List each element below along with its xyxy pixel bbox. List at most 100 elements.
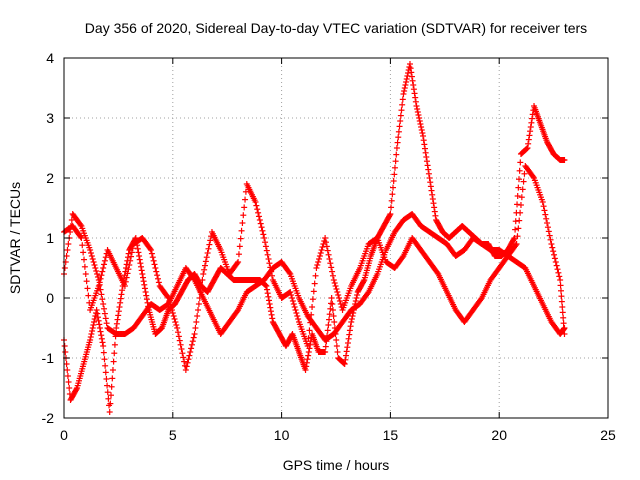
data-point-track-c xyxy=(128,249,135,256)
data-point-track-b xyxy=(100,301,107,307)
data-point-track-c xyxy=(314,262,321,268)
data-point-track-c xyxy=(309,296,316,303)
data-point-track-a xyxy=(401,88,408,94)
data-point-track-c xyxy=(178,346,185,352)
data-point-track-a xyxy=(425,170,432,177)
data-point-track-b xyxy=(286,269,293,276)
data-point-track-c xyxy=(123,274,130,281)
data-point-track-a xyxy=(516,176,523,183)
data-point-track-a xyxy=(409,77,416,84)
data-point-track-c xyxy=(322,235,329,241)
data-point-track-c xyxy=(317,250,324,256)
data-point-track-c xyxy=(262,239,269,246)
data-point-track-c xyxy=(258,224,265,231)
data-point-track-a xyxy=(322,349,329,355)
data-point-track-c xyxy=(151,261,158,268)
data-point-track-c xyxy=(305,335,312,342)
data-point-track-a xyxy=(141,281,148,288)
data-point-track-a xyxy=(421,141,428,148)
data-point-track-b xyxy=(545,228,552,235)
data-point-track-a xyxy=(420,133,427,139)
data-point-track-c xyxy=(81,263,88,270)
data-point-track-c xyxy=(190,334,197,341)
data-point-track-a xyxy=(113,325,120,331)
y-tick-label: -1 xyxy=(42,350,55,366)
data-point-track-c xyxy=(168,307,175,313)
data-point-track-a xyxy=(91,316,98,322)
data-point-track-c xyxy=(309,304,316,310)
data-point-track-c xyxy=(260,231,267,238)
data-point-track-a xyxy=(408,73,415,80)
data-point-track-c xyxy=(269,272,276,279)
data-point-track-c xyxy=(154,272,161,279)
data-point-track-b xyxy=(558,298,565,305)
data-point-track-c xyxy=(84,285,91,292)
data-point-track-c xyxy=(149,254,156,261)
data-point-track-a xyxy=(431,208,438,215)
data-point-track-a xyxy=(98,335,105,342)
data-point-track-c xyxy=(183,363,190,370)
y-tick-label: 3 xyxy=(46,110,54,126)
data-point-track-a xyxy=(139,271,146,277)
x-tick-label: 15 xyxy=(383,427,399,443)
data-point-track-c xyxy=(312,272,319,279)
data-point-track-a xyxy=(418,124,425,130)
data-point-track-c xyxy=(262,243,269,250)
data-point-track-a xyxy=(412,94,419,101)
data-point-track-c xyxy=(77,233,84,240)
data-point-track-c xyxy=(334,289,341,295)
data-point-track-a xyxy=(326,316,333,323)
data-point-track-a xyxy=(348,316,355,322)
data-point-track-b xyxy=(61,265,68,271)
data-point-track-a xyxy=(94,310,101,317)
data-point-track-c xyxy=(193,319,200,325)
data-point-track-c xyxy=(128,253,135,260)
data-point-track-a xyxy=(136,256,143,263)
data-point-track-c xyxy=(268,268,275,275)
data-point-track-c xyxy=(179,350,186,357)
data-point-track-a xyxy=(529,115,536,122)
data-point-track-c xyxy=(291,304,298,310)
data-point-track-c xyxy=(95,283,102,289)
data-point-track-b xyxy=(518,194,525,201)
data-point-track-c xyxy=(323,243,330,250)
data-point-track-a xyxy=(523,145,530,152)
data-point-track-a xyxy=(87,337,94,343)
data-point-track-c xyxy=(206,241,213,248)
data-point-track-a xyxy=(73,386,80,393)
data-point-track-a xyxy=(266,301,273,307)
data-point-track-a xyxy=(99,339,106,346)
data-point-track-c xyxy=(174,325,181,331)
data-point-track-b xyxy=(519,186,526,193)
data-point-track-b xyxy=(546,232,553,239)
data-point-track-a xyxy=(424,162,431,169)
data-point-track-a xyxy=(268,311,275,318)
data-point-track-a xyxy=(331,319,338,325)
data-point-track-c xyxy=(181,358,188,365)
data-point-track-a xyxy=(63,361,70,367)
data-point-track-c xyxy=(96,279,103,286)
data-point-track-b xyxy=(541,207,548,214)
data-point-track-b xyxy=(560,314,567,321)
data-point-track-c xyxy=(82,271,89,277)
x-tick-label: 25 xyxy=(600,427,616,443)
data-point-track-a xyxy=(100,343,107,349)
data-point-track-a xyxy=(134,245,141,252)
data-point-track-c xyxy=(294,313,301,319)
data-point-track-b xyxy=(521,170,528,177)
x-axis-label: GPS time / hours xyxy=(283,457,390,473)
data-point-track-c xyxy=(288,292,295,298)
data-point-track-b xyxy=(87,247,94,253)
data-point-track-a xyxy=(341,361,348,367)
data-point-track-a xyxy=(115,312,122,319)
data-point-track-a xyxy=(416,115,423,121)
data-point-track-c xyxy=(80,249,87,256)
data-point-track-a xyxy=(420,137,427,144)
data-point-track-a xyxy=(414,106,421,112)
data-point-track-a xyxy=(413,103,420,109)
data-point-track-a xyxy=(140,278,147,285)
data-point-track-c xyxy=(78,235,85,241)
data-point-track-a xyxy=(304,356,311,363)
data-point-track-a xyxy=(527,124,534,130)
data-point-track-c xyxy=(194,313,201,319)
